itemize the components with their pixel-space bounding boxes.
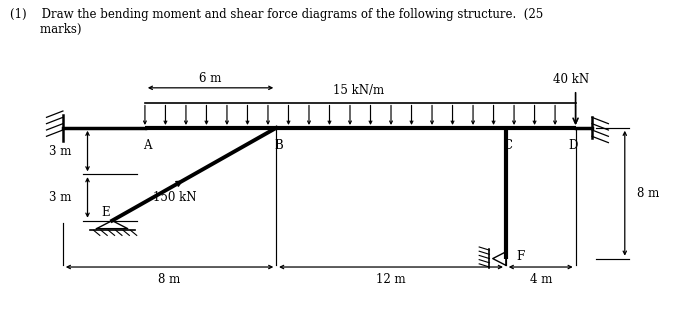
Text: 4 m: 4 m xyxy=(529,273,552,286)
Text: C: C xyxy=(503,139,512,152)
Text: 8 m: 8 m xyxy=(637,187,659,200)
Text: B: B xyxy=(274,139,283,152)
Text: (1)    Draw the bending moment and shear force diagrams of the following structu: (1) Draw the bending moment and shear fo… xyxy=(10,8,542,36)
Text: E: E xyxy=(102,206,110,219)
Text: A: A xyxy=(143,139,151,152)
Text: F: F xyxy=(516,250,524,263)
Text: 3 m: 3 m xyxy=(49,191,71,204)
Text: 12 m: 12 m xyxy=(376,273,406,286)
Text: 15 kN/m: 15 kN/m xyxy=(332,84,384,97)
Text: 6 m: 6 m xyxy=(199,72,222,85)
Text: 150 kN: 150 kN xyxy=(153,191,196,204)
Text: D: D xyxy=(569,139,578,152)
Text: 3 m: 3 m xyxy=(49,145,71,158)
Text: 8 m: 8 m xyxy=(158,273,181,286)
Text: 40 kN: 40 kN xyxy=(554,73,589,86)
